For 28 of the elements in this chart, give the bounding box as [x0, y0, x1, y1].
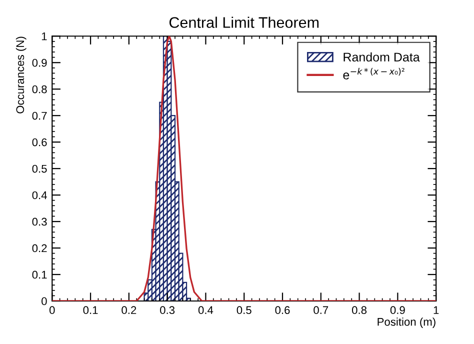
y-tick-label: 0.8 [32, 85, 47, 94]
x-tick-label: 0.2 [122, 306, 136, 314]
x-tick-label: 0.8 [352, 306, 367, 314]
x-tick-label: 0.1 [83, 306, 98, 314]
line-series [52, 36, 436, 301]
x-tick-label: 0.6 [275, 306, 290, 314]
y-tick-label: 0.6 [32, 138, 47, 146]
x-axis-title: Position (m) [378, 318, 436, 328]
y-tick-label: 0.2 [32, 244, 47, 252]
x-tick-label: 1 [434, 306, 439, 314]
y-tick-label: 0 [42, 297, 47, 306]
y-tick-label: 0.1 [32, 270, 47, 279]
legend-label: e$^{−k*(x−x₀)²}$ [343, 68, 404, 80]
legend-label: Random Data [344, 52, 420, 62]
chart-title: Central Limit Theorem [169, 16, 319, 28]
x-tick-label: 0.7 [314, 306, 328, 314]
x-tick-label: 0.5 [236, 306, 252, 314]
y-tick-label: 0.9 [32, 58, 47, 67]
y-tick-label: 0.3 [32, 218, 47, 226]
y-tick-label: 0.5 [32, 164, 47, 173]
x-tick-label: 0.9 [390, 306, 405, 314]
y-tick-label: 0.7 [32, 112, 47, 120]
x-tick-label: 0.3 [160, 306, 175, 314]
y-tick-label: 1 [42, 32, 47, 40]
y-tick-label: 0.4 [32, 191, 47, 200]
y-axis-title: Occurances (N) [16, 36, 26, 114]
x-tick-label: 0.4 [198, 306, 214, 314]
x-tick-label: 0 [49, 306, 55, 314]
